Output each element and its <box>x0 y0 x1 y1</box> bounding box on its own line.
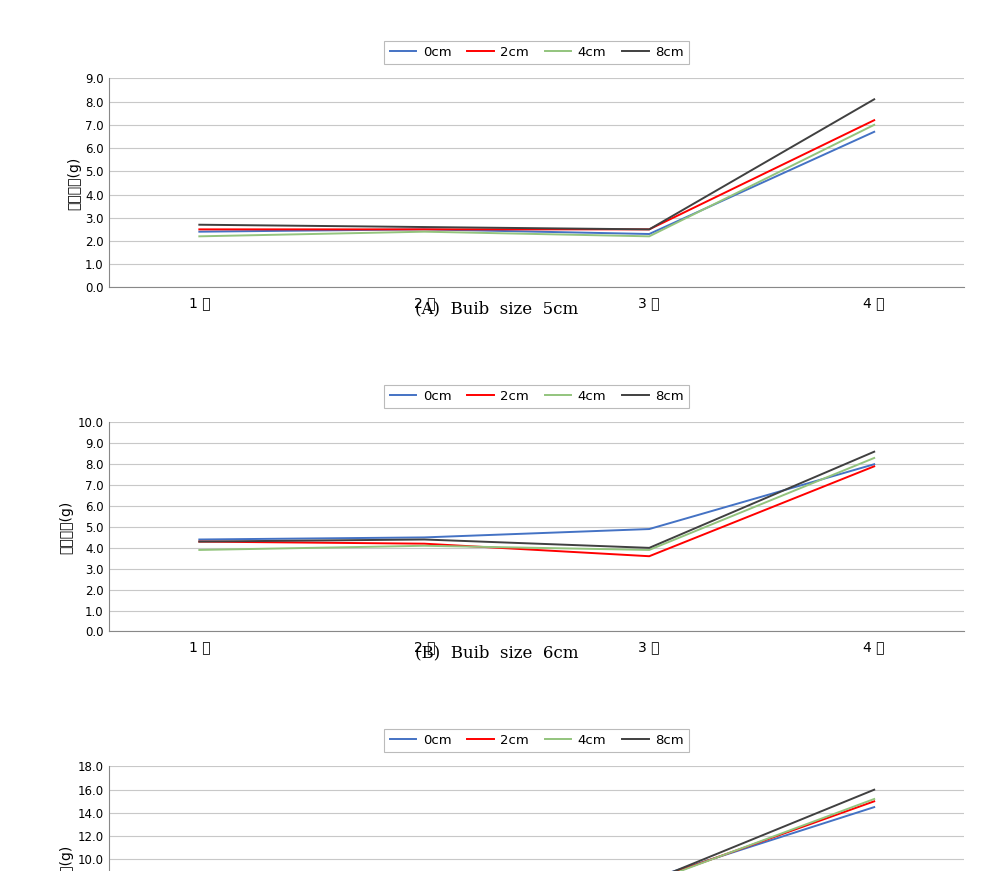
2cm <box>868 796 880 807</box>
Line: 2cm: 2cm <box>200 801 874 871</box>
Line: 2cm: 2cm <box>200 120 874 229</box>
0cm <box>868 802 880 813</box>
4cm <box>868 453 880 463</box>
8cm <box>194 219 206 230</box>
2cm <box>418 224 430 234</box>
Line: 8cm: 8cm <box>200 99 874 229</box>
Line: 4cm: 4cm <box>200 125 874 236</box>
Line: 0cm: 0cm <box>200 464 874 539</box>
8cm <box>418 534 430 544</box>
0cm <box>868 459 880 469</box>
0cm <box>194 226 206 237</box>
8cm <box>868 94 880 105</box>
2cm <box>418 538 430 549</box>
Legend: 0cm, 2cm, 4cm, 8cm: 0cm, 2cm, 4cm, 8cm <box>385 729 689 753</box>
8cm <box>868 785 880 795</box>
4cm <box>868 793 880 804</box>
2cm <box>868 115 880 125</box>
0cm <box>643 523 655 534</box>
8cm <box>418 222 430 233</box>
Line: 4cm: 4cm <box>200 799 874 871</box>
Line: 4cm: 4cm <box>200 458 874 550</box>
4cm <box>643 231 655 241</box>
Line: 0cm: 0cm <box>200 132 874 234</box>
Line: 8cm: 8cm <box>200 790 874 871</box>
Line: 2cm: 2cm <box>200 466 874 557</box>
4cm <box>418 226 430 237</box>
Y-axis label: 구나무게(g): 구나무게(g) <box>67 156 81 210</box>
Legend: 0cm, 2cm, 4cm, 8cm: 0cm, 2cm, 4cm, 8cm <box>385 41 689 64</box>
8cm <box>868 447 880 457</box>
Legend: 0cm, 2cm, 4cm, 8cm: 0cm, 2cm, 4cm, 8cm <box>385 385 689 408</box>
8cm <box>643 543 655 553</box>
8cm <box>194 537 206 547</box>
0cm <box>643 229 655 240</box>
8cm <box>643 224 655 234</box>
2cm <box>868 461 880 471</box>
4cm <box>194 231 206 241</box>
0cm <box>418 532 430 543</box>
2cm <box>643 551 655 562</box>
2cm <box>194 224 206 234</box>
4cm <box>868 119 880 130</box>
2cm <box>194 537 206 547</box>
0cm <box>418 224 430 234</box>
Y-axis label: 구나무게(g): 구나무게(g) <box>60 844 74 871</box>
4cm <box>643 544 655 555</box>
4cm <box>418 541 430 551</box>
0cm <box>194 534 206 544</box>
0cm <box>868 126 880 137</box>
Y-axis label: 구나무게(g): 구나무게(g) <box>60 500 74 554</box>
2cm <box>643 224 655 234</box>
4cm <box>194 544 206 555</box>
Line: 0cm: 0cm <box>200 807 874 871</box>
Line: 8cm: 8cm <box>200 452 874 548</box>
Text: (A)  Buib  size  5cm: (A) Buib size 5cm <box>415 300 579 318</box>
Text: (B)  Buib  size  6cm: (B) Buib size 6cm <box>415 645 579 662</box>
